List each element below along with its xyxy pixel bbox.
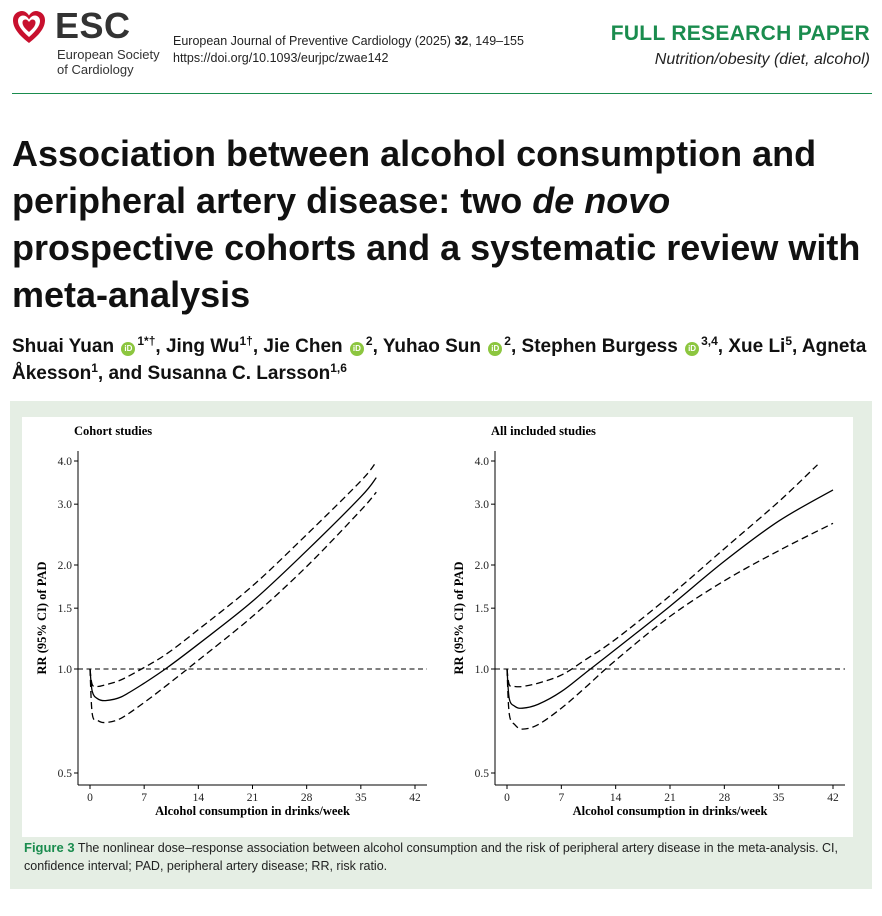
x-tick-label: 7	[141, 792, 147, 804]
x-tick-label: 7	[558, 792, 564, 804]
journal-citation: European Journal of Preventive Cardiolog…	[173, 34, 524, 48]
author-separator: ,	[155, 336, 166, 357]
author-separator: ,	[792, 336, 802, 357]
author-affiliation: 1*†	[137, 334, 156, 348]
x-tick-label: 35	[773, 792, 785, 804]
x-axis-label: Alcohol consumption in drinks/week	[573, 804, 768, 818]
orcid-icon[interactable]: iD	[685, 342, 700, 356]
author-affiliation: 3,4	[701, 334, 718, 348]
x-tick-label: 21	[664, 792, 676, 804]
x-tick-label: 14	[610, 792, 622, 804]
rr-estimate-line	[89, 477, 377, 702]
orcid-icon[interactable]: iD	[488, 342, 503, 356]
author-name: Xue Li	[728, 336, 786, 357]
x-axis-label: Alcohol consumption in drinks/week	[155, 804, 350, 818]
x-tick-label: 0	[504, 792, 510, 804]
esc-heart-logo-icon	[13, 11, 45, 43]
author-name: Jie Chen	[263, 336, 343, 357]
author-name: Jing Wu	[165, 336, 240, 357]
y-tick-label: 1.0	[58, 664, 73, 676]
x-tick-label: 28	[719, 792, 731, 804]
author-affiliation: 1	[91, 361, 98, 375]
ci-bound-line	[506, 464, 818, 688]
society-name: European Society of Cardiology	[57, 47, 160, 77]
y-tick-label: 0.5	[58, 768, 73, 780]
doi-link[interactable]: https://doi.org/10.1093/eurjpc/zwae142	[173, 51, 389, 65]
author-separator: , and	[97, 363, 148, 384]
rr-estimate-line	[506, 489, 834, 709]
y-tick-label: 2.0	[475, 560, 490, 572]
chart-background	[22, 417, 443, 837]
author-affiliation: 2	[504, 334, 511, 348]
x-tick-label: 28	[301, 792, 313, 804]
author-name: Agneta Åkesson	[12, 336, 867, 384]
author-name: Stephen Burgess	[521, 336, 678, 357]
x-tick-label: 14	[193, 792, 205, 804]
x-tick-label: 42	[409, 792, 421, 804]
y-tick-label: 1.5	[475, 603, 490, 615]
chart-title: All included studies	[491, 424, 596, 438]
author-affiliation: 2	[365, 334, 373, 348]
orcid-icon[interactable]: iD	[121, 342, 136, 356]
y-axis-label: RR (95% CI) of PAD	[35, 562, 49, 675]
x-tick-label: 0	[87, 792, 93, 804]
chart-background	[432, 417, 853, 837]
section-tag: Nutrition/obesity (diet, alcohol)	[654, 51, 870, 68]
author-name: Yuhao Sun	[382, 336, 481, 357]
x-tick-label: 42	[827, 792, 839, 804]
figure-3-charts: Cohort studies 0.5 1.0 1.5 2.0 3.0 4.0 0 7 14 21 28…	[22, 417, 853, 837]
author-separator: ,	[510, 336, 522, 357]
y-tick-label: 4.0	[58, 456, 73, 468]
ci-bound-line	[506, 522, 834, 730]
y-tick-label: 1.5	[58, 603, 73, 615]
author-separator: ,	[372, 336, 383, 357]
author-name: Susanna C. Larsson	[147, 363, 331, 384]
author-list: Shuai Yuan iD1*†, Jing Wu1†, Jie Chen iD…	[12, 333, 872, 387]
journal-volume: 32	[454, 34, 469, 48]
paper-type-label: FULL RESEARCH PAPER	[610, 22, 870, 45]
x-tick-label: 35	[355, 792, 367, 804]
y-tick-label: 0.5	[475, 768, 490, 780]
figure-caption: Figure 3 The nonlinear dose–response ass…	[24, 839, 864, 875]
author-affiliation: 1,6	[330, 361, 347, 375]
chart-panel-2: All included studies 0.5 1.0 1.5 2.0 3.0 4.0 0 7…	[432, 417, 853, 837]
y-tick-label: 1.0	[475, 664, 490, 676]
author-separator: ,	[252, 336, 264, 357]
author-name: Shuai Yuan	[12, 336, 115, 357]
author-separator: ,	[717, 336, 729, 357]
y-tick-label: 3.0	[475, 499, 490, 511]
author-affiliation: 1†	[239, 334, 253, 348]
chart-panel-1: Cohort studies 0.5 1.0 1.5 2.0 3.0 4.0 0 7 14 21 28…	[22, 417, 443, 837]
y-tick-label: 2.0	[58, 560, 73, 572]
ci-bound-line	[89, 491, 377, 724]
x-tick-label: 21	[247, 792, 259, 804]
y-axis-label: RR (95% CI) of PAD	[452, 562, 466, 675]
article-title: Association between alcohol consumption …	[12, 133, 861, 315]
header-divider	[12, 93, 872, 94]
author-affiliation: 5	[785, 334, 793, 348]
figure-label: Figure 3	[24, 840, 75, 855]
y-tick-label: 4.0	[475, 456, 490, 468]
figure-caption-text: The nonlinear dose–response association …	[24, 841, 838, 873]
chart-title: Cohort studies	[74, 424, 152, 438]
ci-bound-line	[89, 461, 377, 688]
orcid-icon[interactable]: iD	[349, 342, 364, 356]
y-tick-label: 3.0	[58, 499, 73, 511]
esc-logo-text: ESC	[55, 5, 131, 46]
